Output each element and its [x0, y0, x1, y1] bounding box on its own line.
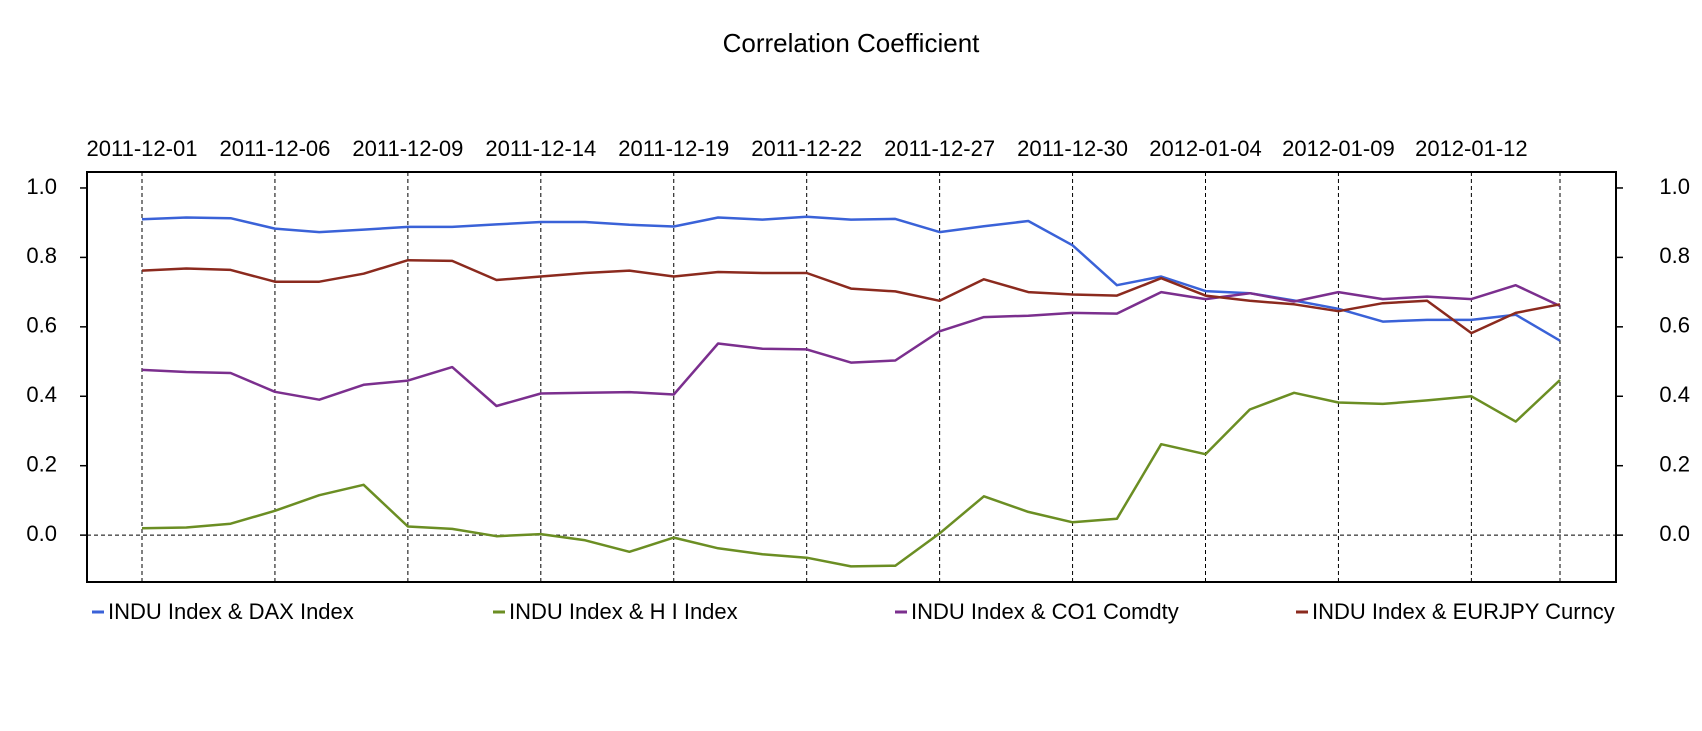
y2-tick-label: 0.6 [1659, 313, 1690, 338]
y2-tick-label: 1.0 [1659, 174, 1690, 199]
x-tick-label: 2011-12-06 [219, 136, 330, 161]
series-line [141, 379, 1561, 568]
legend-label: INDU Index & CO1 Comdty [911, 599, 1179, 624]
y2-tick-label: 0.0 [1659, 521, 1690, 546]
y-tick-label: 0.4 [26, 382, 57, 407]
x-tick-label: 2011-12-22 [751, 136, 862, 161]
legend-label: INDU Index & H I Index [509, 599, 738, 624]
y2-tick-label: 0.4 [1659, 382, 1690, 407]
x-tick-label: 2011-12-30 [1017, 136, 1128, 161]
y-tick-label: 1.0 [26, 174, 57, 199]
series-line [141, 258, 1561, 335]
legend-label: INDU Index & DAX Index [108, 599, 354, 624]
x-tick-label: 2012-01-09 [1282, 136, 1395, 161]
x-tick-label: 2011-12-09 [352, 136, 463, 161]
legend-label: INDU Index & EURJPY Curncy [1312, 599, 1615, 624]
x-tick-label: 2012-01-04 [1149, 136, 1262, 161]
series-line [141, 283, 1561, 408]
x-tick-label: 2012-01-12 [1415, 136, 1528, 161]
chart-title: Correlation Coefficient [723, 28, 981, 58]
x-tick-label: 2011-12-14 [485, 136, 596, 161]
y2-tick-label: 0.2 [1659, 452, 1690, 477]
series-line [141, 215, 1561, 342]
x-tick-label: 2011-12-01 [87, 136, 198, 161]
y-tick-label: 0.8 [26, 243, 57, 268]
x-tick-label: 2011-12-19 [618, 136, 729, 161]
plot-frame [86, 171, 1617, 583]
y-tick-label: 0.2 [26, 452, 57, 477]
x-tick-label: 2011-12-27 [884, 136, 995, 161]
y2-tick-label: 0.8 [1659, 243, 1690, 268]
y-tick-label: 0.0 [26, 521, 57, 546]
y-tick-label: 0.6 [26, 313, 57, 338]
